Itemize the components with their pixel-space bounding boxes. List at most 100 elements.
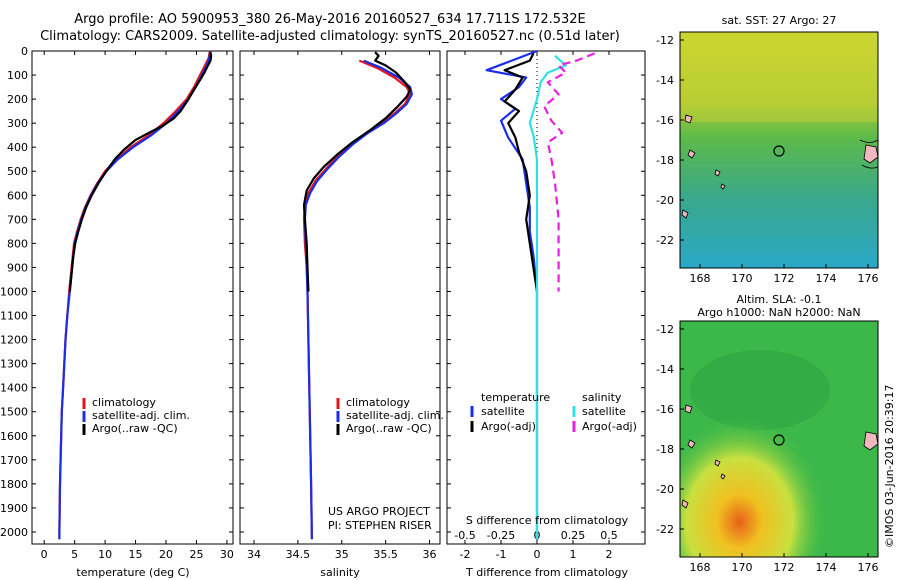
temp-xtick-label: 15 [129,548,143,561]
sst-land-islands [681,114,879,219]
imos-timestamp: ©IMOS 03-Jun-2016 20:39:17 [883,384,896,548]
depth-ytick-label: 800 [7,237,28,250]
map-lat-label: -14 [656,363,674,376]
legend-label-climatology: climatology [92,396,156,409]
map-lon-label: 174 [816,272,837,285]
map-lat-label: -18 [656,154,674,167]
diff-xtick-label: 0 [534,548,541,561]
map-lat-label: -16 [656,403,674,416]
depth-ytick-label: 1300 [0,358,28,371]
depth-ytick-label: 1100 [0,310,28,323]
legend-label-t-satellite: satellite [481,405,525,418]
temp-xtick-label: 30 [220,548,234,561]
depth-ytick-label: 0 [21,45,28,58]
temp-xtick-label: 5 [71,548,78,561]
sla-map-title-line1: Altim. SLA: -0.1 [736,293,821,306]
depth-ytick-label: 1400 [0,382,28,395]
depth-ytick-label: 1800 [0,478,28,491]
temp-series-climatology [58,50,211,540]
map-lon-label: 170 [732,561,753,574]
map-lon-label: 172 [774,561,795,574]
sal-series-satellite-adj-clim- [303,59,413,540]
figure-title-line2: Climatology: CARS2009. Satellite-adjuste… [40,29,620,44]
sst-warm-band [680,32,878,122]
diff-xtick-label: 2 [606,548,613,561]
depth-ytick-label: 2000 [0,526,28,539]
diff-series-salinity-satellite [528,54,567,540]
temp-series-satellite-adj-clim- [58,50,212,540]
sal-xtick-label: 34 [247,548,261,561]
sal-xtick-label: 34.5 [286,548,311,561]
sal-xtick-label: 36 [422,548,436,561]
difference-panel [446,50,646,545]
depth-ytick-label: 200 [7,93,28,106]
sla-map-frame [679,320,879,558]
sst-argo-location-marker [773,145,785,157]
temp-xtick-label: 20 [159,548,173,561]
map-lat-label: -16 [656,114,674,127]
depth-ytick-label: 900 [7,261,28,274]
legend-label-satellite: satellite-adj. clim. [92,409,190,422]
map-lon-label: 176 [858,561,879,574]
map-lat-label: -22 [656,234,674,247]
depth-ytick-label: 1500 [0,406,28,419]
credit-project: US ARGO PROJECT [328,505,430,518]
map-lat-label: -20 [656,483,674,496]
salinity-legend: climatology satellite-adj. clim. Argo(..… [328,396,444,532]
diff-top-xtick-label: -0.5 [454,529,475,542]
sst-field [680,32,878,268]
sla-map [679,320,879,558]
depth-ytick-label: 1200 [0,334,28,347]
map-lon-label: 168 [690,561,711,574]
depth-ytick-label: 1900 [0,502,28,515]
depth-ytick-label: 300 [7,117,28,130]
legend-title-temperature: temperature [481,391,550,404]
depth-ytick-label: 600 [7,189,28,202]
map-lon-label: 174 [816,561,837,574]
depth-ytick-label: 700 [7,213,28,226]
sal-series-argo-raw-qc- [302,51,412,292]
s-difference-axis-label: S difference from climatology [466,514,629,527]
diff-xtick-label: -1 [496,548,507,561]
temp-xtick-label: 25 [189,548,203,561]
depth-ytick-label: 1000 [0,285,28,298]
temperature-axis-label: temperature (deg C) [76,566,189,579]
diff-top-xtick-label: 0.5 [600,529,618,542]
diff-series-salinity-argo-adj- [543,52,596,292]
difference-legend: temperature satellite Argo(-adj) salinit… [470,391,637,433]
diff-top-xtick-label: 0.25 [561,529,586,542]
map-lat-label: -12 [656,34,674,47]
diff-top-xtick-label: -0.25 [487,529,515,542]
legend-label-argo: Argo(..raw -QC) [92,422,178,435]
legend-label-s-argo: Argo(-adj) [582,420,637,433]
depth-ytick-label: 1600 [0,430,28,443]
map-lat-label: -22 [656,523,674,536]
legend-title-salinity: salinity [582,391,622,404]
legend-label-argo: Argo(..raw -QC) [346,422,432,435]
sal-series-climatology [302,59,412,540]
credit-pi: PI: STEPHEN RISER [328,519,432,532]
depth-ytick-label: 400 [7,141,28,154]
sla-high-region [680,321,878,557]
figure-title-line1: Argo profile: AO 5900953_380 26-May-2016… [74,12,586,27]
t-difference-axis-label: T difference from climatology [465,566,628,579]
map-lon-label: 176 [858,272,879,285]
map-lon-label: 168 [690,272,711,285]
diff-series-temperature-satellite [485,49,539,540]
legend-label-t-argo: Argo(-adj) [481,420,536,433]
sst-map-title: sat. SST: 27 Argo: 27 [722,14,837,27]
diff-series-temperature-argo-adj- [503,52,539,292]
map-lat-label: -14 [656,74,674,87]
map-lat-label: -18 [656,443,674,456]
depth-ytick-label: 1700 [0,454,28,467]
salinity-axis-label: salinity [320,566,360,579]
map-lat-label: -20 [656,194,674,207]
diff-xtick-label: -2 [460,548,471,561]
temperature-legend: climatology satellite-adj. clim. Argo(..… [82,396,190,435]
temp-xtick-label: 10 [98,548,112,561]
sst-coastline [859,139,879,169]
diff-xtick-label: 1 [570,548,577,561]
map-lon-label: 170 [732,272,753,285]
depth-ytick-label: 100 [7,69,28,82]
